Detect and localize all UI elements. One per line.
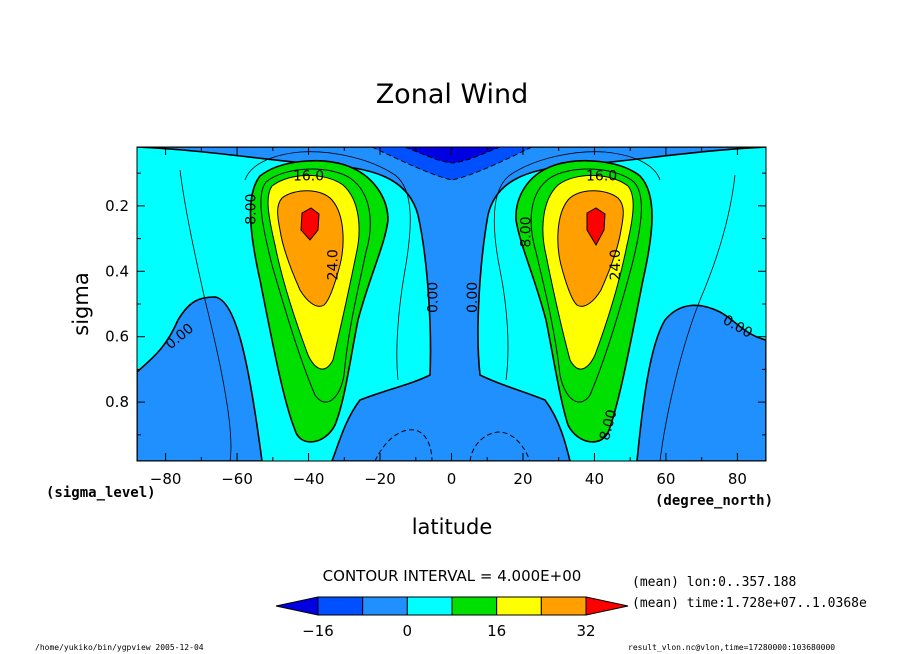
left-thin-contour — [244, 151, 411, 381]
colorbar-segment — [451, 596, 498, 616]
colorbar-tick-label: 32 — [576, 622, 595, 640]
x-tick-label: −80 — [150, 470, 182, 488]
footer-right: result_vlon.nc@vlon,time=17280000:103680… — [628, 643, 835, 652]
contour-label: 0.00 — [465, 282, 481, 313]
y-tick-label: 0.6 — [105, 328, 129, 346]
colorbar-segment — [496, 596, 542, 616]
x-axis: −80 −60 −40 −20 0 20 40 60 80 — [150, 147, 747, 488]
chart-title: Zonal Wind — [376, 79, 529, 110]
left-jet-orange — [277, 190, 344, 307]
y-tick-label: 0.8 — [105, 393, 129, 411]
y-tick-label: 0.4 — [105, 262, 129, 280]
contour-label: 24.0 — [326, 249, 342, 280]
colorbar: −16 0 16 32 — [275, 596, 629, 640]
y-axis-units: (sigma_level) — [46, 485, 156, 501]
colorbar-under-arrow — [275, 596, 319, 616]
lower-right-dashed-contour — [469, 431, 531, 461]
contour-label: 8.00 — [519, 216, 535, 247]
region-center-negative — [137, 147, 766, 461]
contour-label: 8.00 — [243, 194, 259, 225]
colorbar-segment — [540, 596, 587, 616]
region-left-negative — [137, 296, 263, 461]
region-top-very-strong-negative — [404, 147, 501, 164]
colorbar-tick-label: −16 — [302, 622, 334, 640]
colorbar-segment — [406, 596, 453, 616]
y-tick-label: 0.2 — [105, 197, 129, 215]
colorbar-segment — [362, 596, 408, 616]
x-tick-label: 0 — [447, 470, 457, 488]
left-jet-contour-line — [260, 168, 371, 403]
x-tick-label: 40 — [585, 470, 604, 488]
info-mean-lon: (mean) lon:0..357.188 — [632, 575, 796, 590]
lower-left-dashed-contour — [374, 429, 433, 461]
colorbar-segment — [317, 596, 364, 616]
right-jet-red-core — [586, 207, 606, 247]
right-edge-thin-contour — [659, 174, 736, 461]
x-axis-label: latitude — [412, 515, 493, 539]
right-jet-contour-line — [530, 168, 642, 403]
contour-label: 0.00 — [426, 282, 442, 313]
colorbar-tick-label: 16 — [487, 622, 506, 640]
y-axis: 0.2 0.4 0.6 0.8 — [105, 172, 766, 436]
contour-interval-text: CONTOUR INTERVAL = 4.000E+00 — [323, 567, 582, 585]
y-axis-label: sigma — [69, 272, 93, 335]
region-right-negative — [636, 304, 766, 461]
contour-label: 16.0 — [293, 168, 324, 184]
contour-label: 16.0 — [586, 168, 617, 184]
contour-label: 8.00 — [597, 408, 621, 442]
colorbar-tick-label: 0 — [403, 622, 413, 640]
x-tick-label: −40 — [293, 470, 325, 488]
x-tick-label: −60 — [221, 470, 253, 488]
x-tick-label: −20 — [364, 470, 396, 488]
right-thin-contour — [493, 151, 661, 381]
x-tick-label: 80 — [728, 470, 747, 488]
left-edge-thin-contour — [179, 169, 232, 461]
right-jet-orange — [557, 190, 624, 307]
x-axis-units: (degree_north) — [655, 493, 773, 509]
info-mean-time: (mean) time:1.728e+07..1.0368e — [632, 596, 867, 611]
x-tick-label: 20 — [513, 470, 532, 488]
colorbar-over-arrow — [585, 596, 629, 616]
contour-label: 24.0 — [608, 249, 624, 280]
footer-left: /home/yukiko/bin/ygpview 2005-12-04 — [35, 643, 204, 652]
left-jet-red-core — [300, 207, 320, 241]
x-tick-label: 60 — [656, 470, 675, 488]
